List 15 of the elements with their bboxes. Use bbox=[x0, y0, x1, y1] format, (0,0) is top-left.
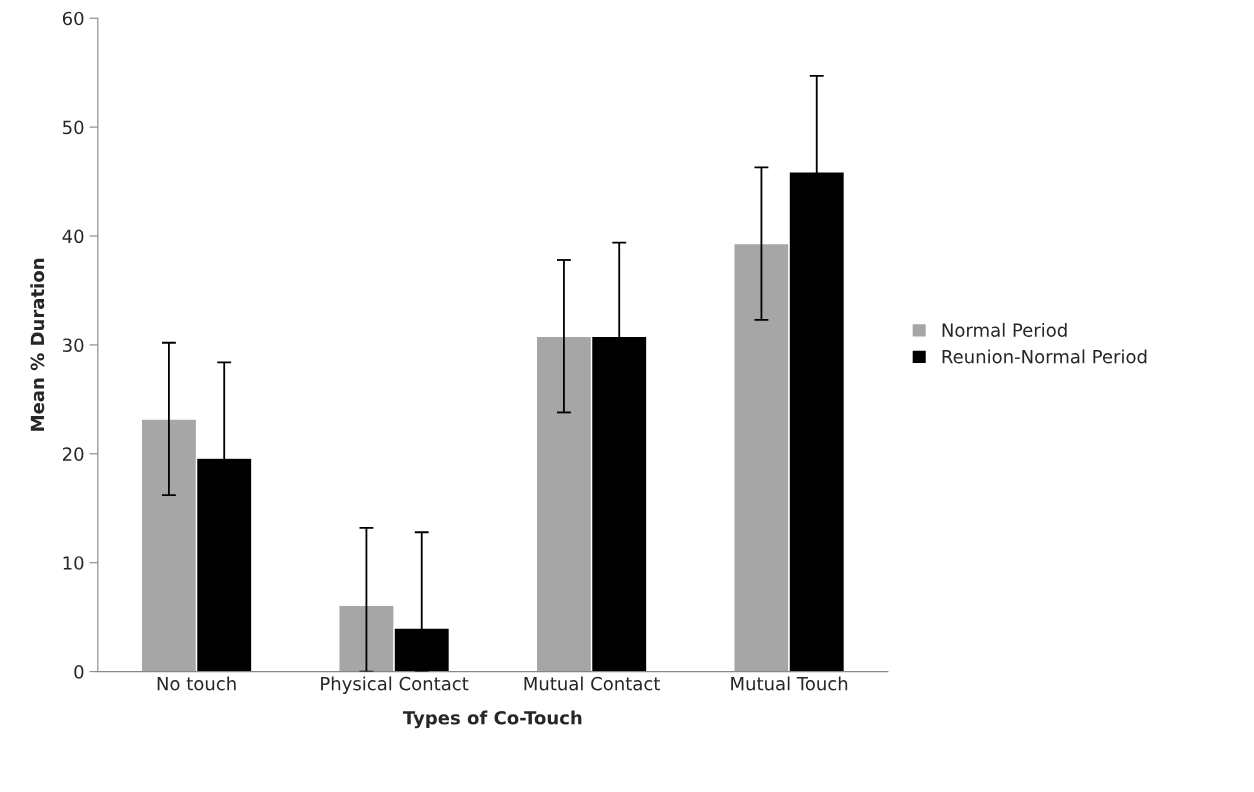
y-tick-label: 30 bbox=[63, 338, 84, 353]
y-tick-label: 60 bbox=[62, 11, 84, 26]
x-tick-label: Mutual Touch bbox=[731, 676, 848, 691]
x-axis-title: Types of Co-Touch bbox=[402, 710, 582, 729]
x-tick-label: Mutual Contact bbox=[524, 676, 660, 691]
y-tick-label: 10 bbox=[63, 556, 84, 570]
y-tick-label: 40 bbox=[62, 229, 84, 244]
x-tick-label: No touch bbox=[157, 676, 236, 691]
legend-label: Reunion-Normal Period bbox=[942, 349, 1147, 364]
y-axis-title: Mean % Duration bbox=[30, 258, 45, 431]
y-tick-label: 50 bbox=[63, 120, 84, 135]
y-tick-label: 20 bbox=[62, 447, 84, 461]
legend-label: Normal Period bbox=[942, 322, 1067, 337]
y-tick-label: 0 bbox=[74, 665, 84, 679]
x-tick-label: Physical Contact bbox=[321, 676, 469, 694]
